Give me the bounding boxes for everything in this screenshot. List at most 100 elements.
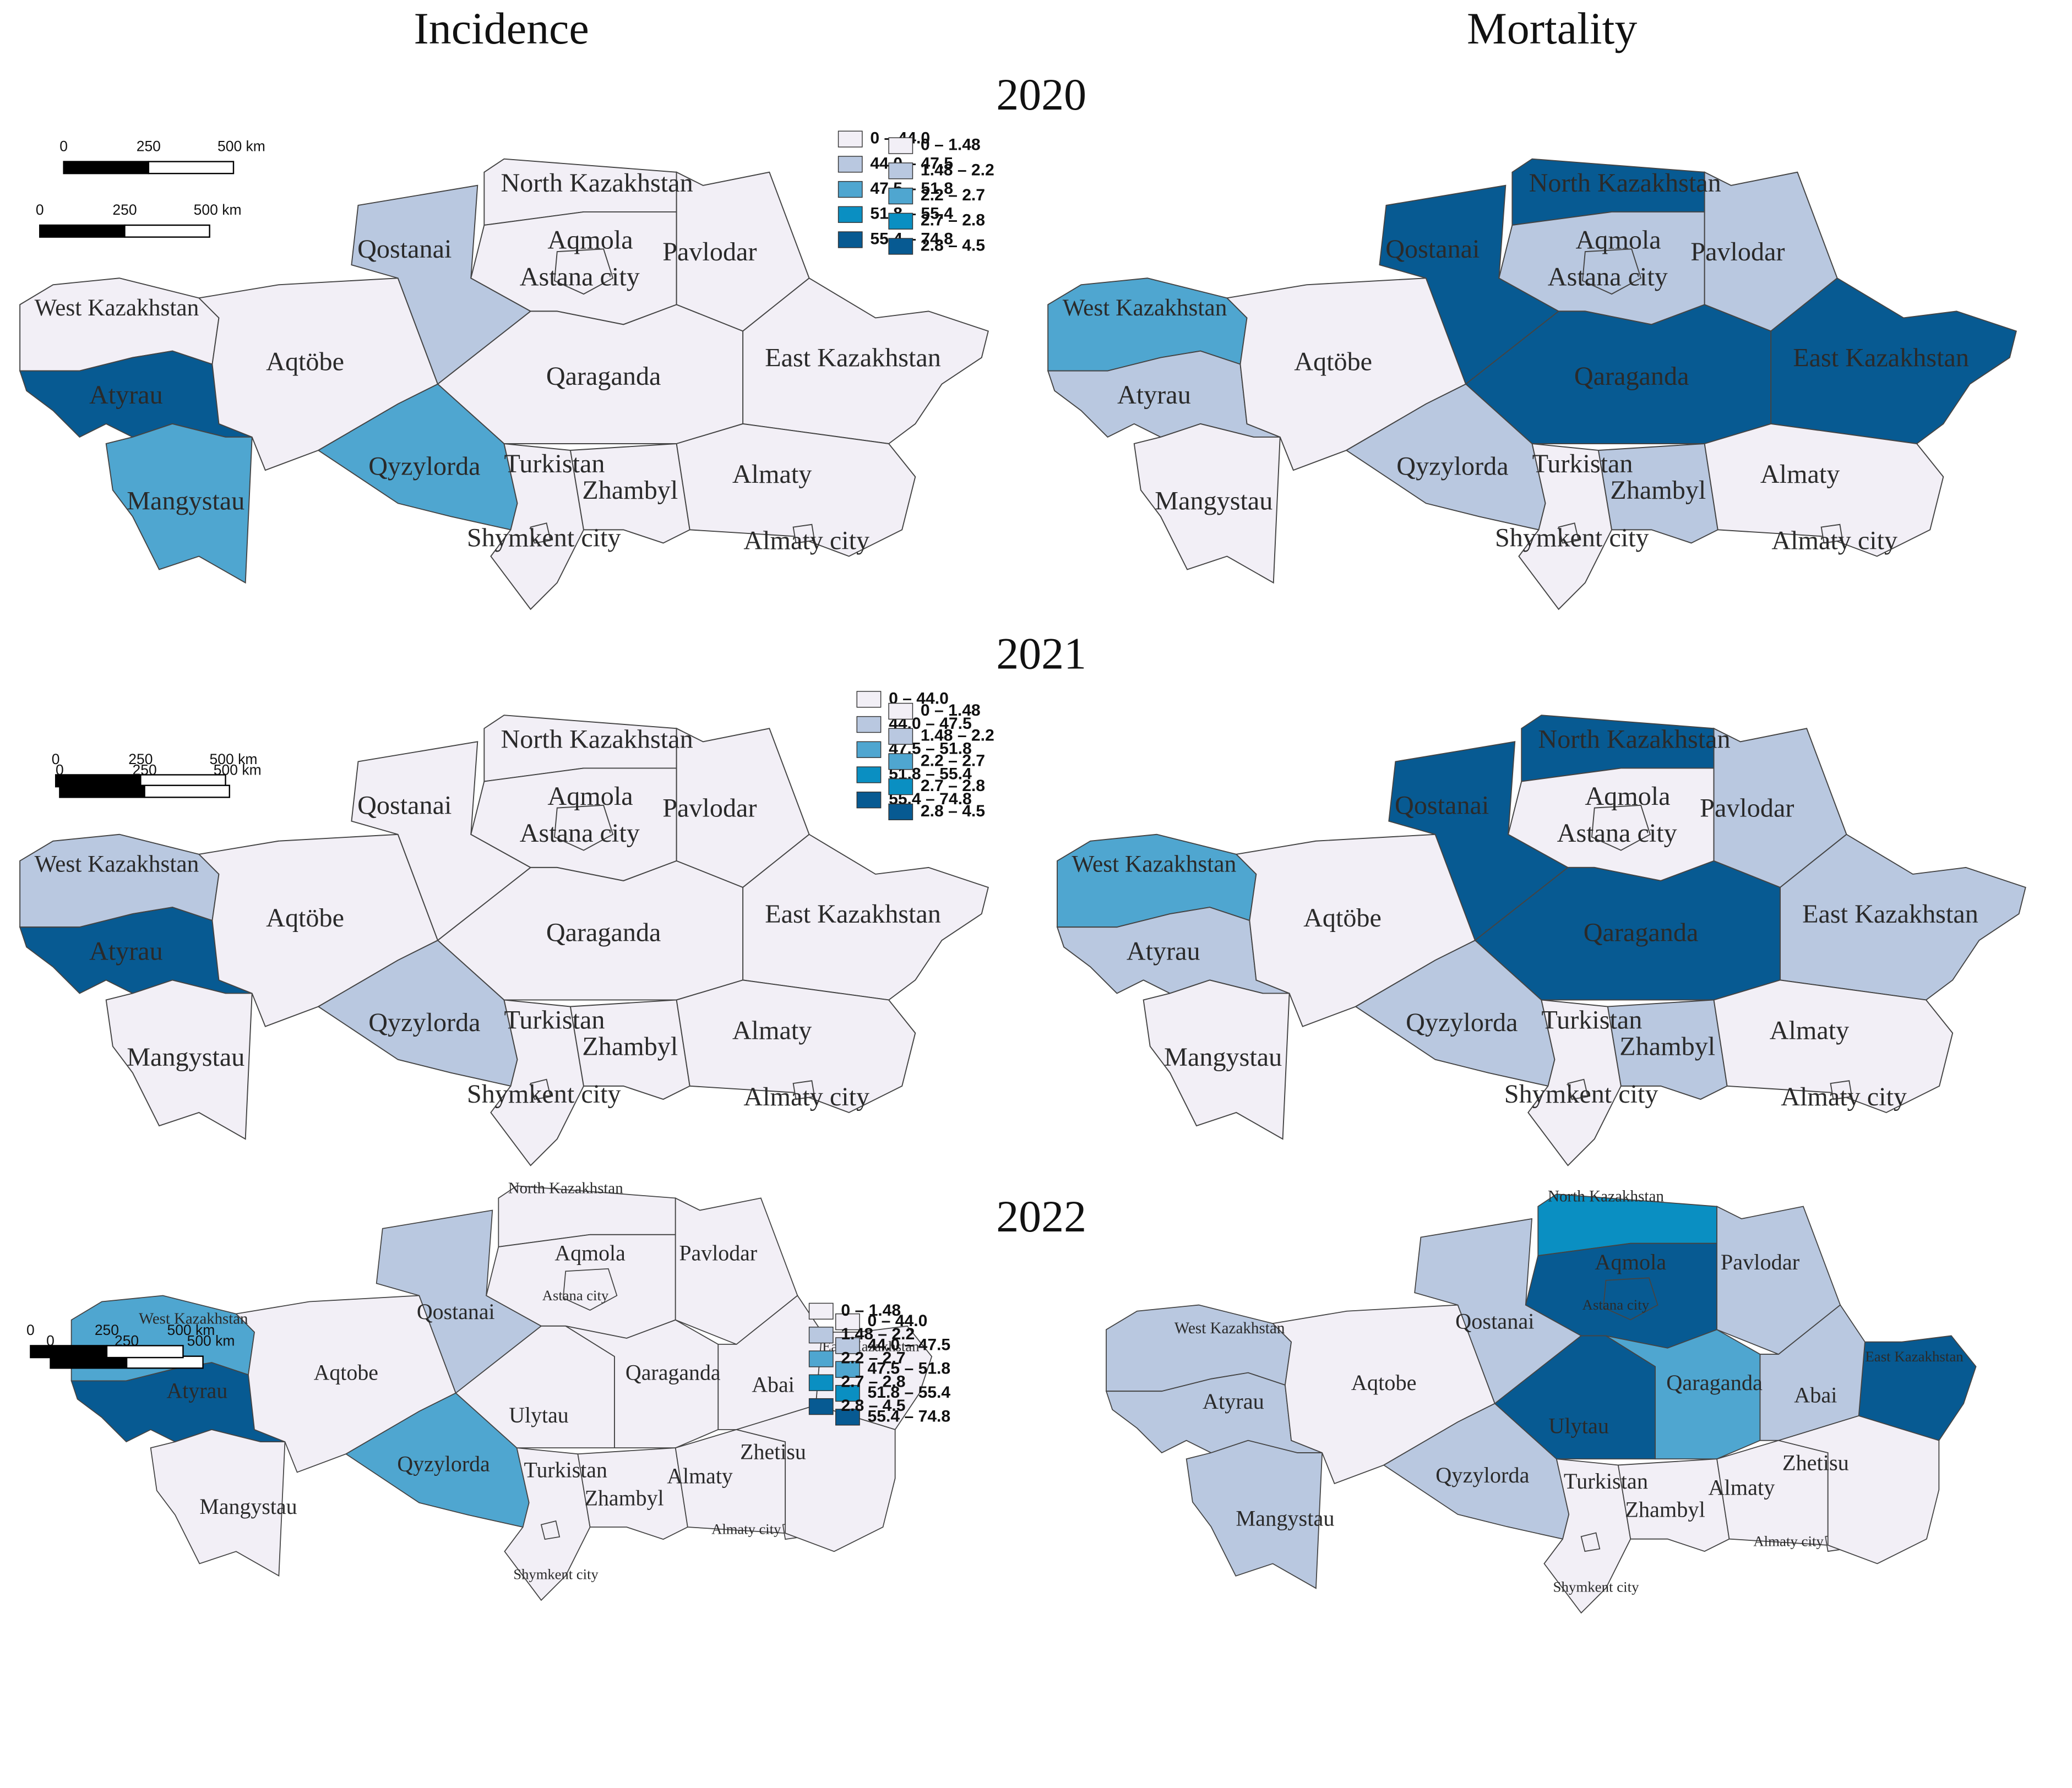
- region-label: Aqmola: [1595, 1250, 1666, 1274]
- region-label: Astana city: [1582, 1296, 1650, 1313]
- region-label: Aqtöbe: [1294, 347, 1372, 377]
- legend-swatch: [888, 162, 913, 179]
- column-header: Mortality: [1467, 3, 1637, 53]
- region: [455, 1325, 615, 1449]
- region: [540, 1520, 561, 1540]
- legend-swatch: [808, 1398, 834, 1415]
- legend-swatch: [888, 238, 913, 255]
- region: [1704, 423, 1944, 557]
- legend-swatch: [888, 728, 913, 745]
- legend-swatch: [856, 716, 882, 733]
- legend-swatch: [856, 741, 882, 758]
- legend-label: 2.2 – 2.7: [921, 751, 985, 770]
- scale-label: 500 km: [194, 201, 242, 218]
- legend-swatch: [835, 1384, 860, 1402]
- region-label: Aqmola: [1585, 782, 1670, 811]
- region-label: West Kazakhstan: [35, 295, 199, 321]
- region-label: West Kazakhstan: [1072, 851, 1237, 877]
- legend-swatch: [808, 1374, 834, 1391]
- region-label: Aqtöbe: [266, 347, 344, 377]
- scale-label: 500 km: [210, 751, 258, 767]
- region-label: Aqmola: [554, 1241, 626, 1266]
- region: [1185, 1440, 1323, 1589]
- region: [105, 423, 253, 584]
- region-label: East Kazakhstan: [765, 900, 941, 929]
- region-label: West Kazakhstan: [1174, 1320, 1285, 1337]
- region-label: Aqmola: [1575, 225, 1661, 254]
- legend-swatch: [888, 778, 913, 795]
- legend-swatch: [835, 1361, 860, 1378]
- legend-swatch: [888, 212, 913, 230]
- region-label: Shymkent city: [1495, 524, 1649, 553]
- region-label: Aqtöbe: [266, 903, 344, 933]
- scale-label: 500 km: [167, 1322, 215, 1338]
- legend-swatch: [856, 792, 882, 809]
- region-label: Almaty city: [1771, 526, 1897, 555]
- scale-label: 0: [52, 751, 60, 767]
- region-label: Almaty city: [1753, 1533, 1824, 1550]
- legend-swatch: [888, 702, 913, 720]
- region-label: West Kazakhstan: [1063, 295, 1227, 321]
- region-label: Qyzylorda: [368, 1008, 480, 1037]
- legend-swatch: [837, 130, 863, 148]
- legend-label: 2.7 – 2.8: [921, 211, 985, 230]
- scale-label: 250: [132, 761, 156, 778]
- region-label: North Kazakhstan: [1529, 168, 1721, 198]
- region-label: Zhetisu: [740, 1439, 806, 1464]
- region-label: Qostanai: [1385, 235, 1480, 264]
- scale-label: 500 km: [217, 138, 265, 154]
- region: [1582, 248, 1642, 295]
- scale-label: 0: [46, 1332, 55, 1349]
- region-label: Atyrau: [1203, 1389, 1264, 1414]
- region-label: Almaty: [1708, 1475, 1775, 1500]
- region-label: Qyzylorda: [1406, 1008, 1518, 1037]
- region-label: Zhambyl: [582, 476, 678, 505]
- region-label: Pavlodar: [662, 793, 757, 822]
- column-header: Incidence: [414, 3, 589, 53]
- legend-label: 55.4 – 74.8: [868, 1407, 951, 1425]
- legend-swatch: [835, 1313, 860, 1331]
- region-label: Qostanai: [357, 235, 452, 264]
- scale-bar-black: [39, 224, 126, 238]
- region-label: Pavlodar: [1690, 237, 1785, 266]
- legend-swatch: [837, 231, 863, 248]
- region-label: Mangystau: [1164, 1043, 1282, 1072]
- scale-bar-black: [63, 161, 150, 175]
- legend-label: 2.2 – 2.7: [921, 186, 985, 204]
- legend-swatch: [808, 1350, 834, 1367]
- legend-label: 2.7 – 2.8: [841, 1373, 905, 1391]
- scale-label: 250: [112, 201, 137, 218]
- scale-label: 250: [128, 751, 153, 767]
- scale-bar-white: [144, 784, 230, 798]
- region: [553, 248, 614, 295]
- region: [1830, 1080, 1853, 1100]
- region-label: Atyrau: [89, 380, 163, 410]
- region: [198, 277, 439, 471]
- map: West Kazakhstan Atyrau Mangystau Aqtöbe Qost…: [1056, 715, 2026, 1166]
- region: [1713, 979, 1954, 1114]
- region-label: Almaty: [1760, 460, 1840, 489]
- legend-swatch: [856, 766, 882, 783]
- region-label: Mangystau: [1236, 1506, 1334, 1530]
- region: [1226, 277, 1467, 471]
- region: [676, 979, 916, 1114]
- region-label: Qaraganda: [1666, 1370, 1763, 1395]
- region-label: Astana city: [520, 819, 640, 848]
- region-label: Qostanai: [1395, 791, 1489, 820]
- region-label: North Kazakhstan: [501, 168, 693, 198]
- region-label: Aqtobe: [314, 1360, 378, 1385]
- region: [150, 1429, 286, 1577]
- region-label: Astana city: [520, 263, 640, 292]
- region-label: Zhambyl: [1619, 1032, 1715, 1061]
- region-label: Atyrau: [89, 936, 163, 966]
- region-label: Zhambyl: [1625, 1497, 1705, 1522]
- region-label: Almaty: [732, 1016, 812, 1045]
- region-label: Astana city: [542, 1287, 609, 1304]
- map: West Kazakhstan Atyrau Mangystau Aqtöbe Qost…: [1047, 158, 2017, 610]
- region-label: Astana city: [1548, 263, 1668, 292]
- region: [1820, 524, 1843, 544]
- region-label: Turkistan: [504, 449, 605, 478]
- region: [792, 524, 815, 544]
- region-label: North Kazakhstan: [508, 1180, 623, 1197]
